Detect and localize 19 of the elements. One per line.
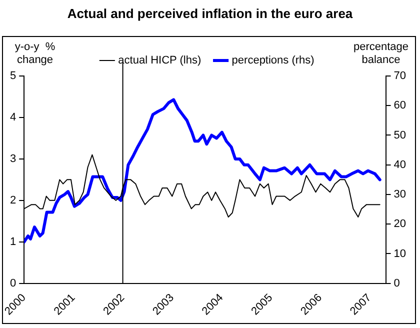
y2-tick-label: 10 bbox=[394, 248, 406, 260]
y2-tick-label: 40 bbox=[394, 158, 406, 171]
y2-tick-label: 20 bbox=[394, 218, 406, 230]
y-tick-label: 4 bbox=[10, 112, 16, 124]
y2-tick-label: 50 bbox=[394, 129, 406, 142]
y2-axis-title: percentage balance bbox=[353, 41, 409, 66]
y2-tick-label: 70 bbox=[394, 70, 406, 82]
y-tick-label: 3 bbox=[10, 152, 16, 165]
y2-tick-label: 30 bbox=[394, 188, 406, 201]
y-axis-title: y-o-y % change bbox=[14, 41, 56, 66]
y2-tick-label: 0 bbox=[394, 277, 400, 290]
chart-title: Actual and perceived inflation in the euro area bbox=[66, 6, 354, 21]
y2-tick-label: 60 bbox=[394, 100, 406, 112]
y-tick-label: 2 bbox=[10, 194, 16, 206]
y-tick-label: 0 bbox=[10, 277, 16, 290]
legend-label: perceptions (rhs) bbox=[232, 54, 314, 67]
y-tick-label: 1 bbox=[10, 236, 16, 248]
y-tick-label: 5 bbox=[10, 70, 16, 82]
legend-label: actual HICP (lhs) bbox=[118, 54, 202, 67]
